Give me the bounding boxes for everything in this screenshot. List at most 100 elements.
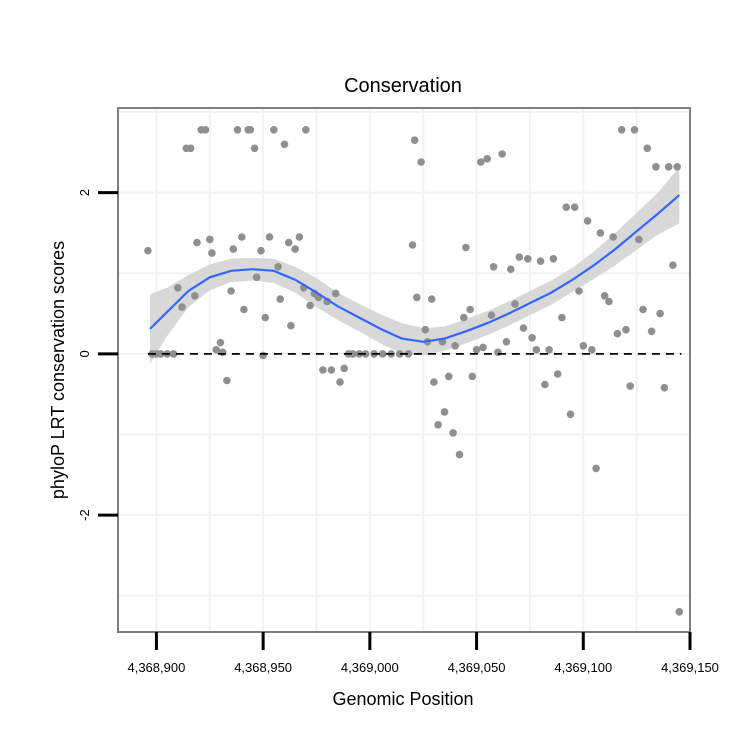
data-point [669, 261, 677, 270]
data-point [240, 305, 248, 314]
data-point [257, 246, 265, 255]
data-point [295, 233, 304, 241]
data-point [252, 273, 261, 282]
data-point [472, 346, 481, 354]
data-point [664, 163, 673, 171]
data-point [193, 238, 201, 247]
x-tick-label: 4,369,100 [554, 660, 612, 675]
data-point [466, 305, 475, 314]
plot-frame [117, 107, 691, 633]
data-point [434, 421, 442, 429]
data-point [536, 257, 545, 266]
data-point [462, 243, 470, 252]
data-point [622, 325, 630, 334]
data-point [647, 327, 656, 336]
confidence-ribbon-layer [150, 166, 680, 364]
data-point [643, 144, 652, 153]
data-point [191, 292, 199, 300]
data-point [566, 410, 575, 419]
x-axis-label: Genomic Position [332, 689, 473, 709]
data-point [451, 342, 460, 350]
data-point [395, 350, 404, 358]
data-point [605, 297, 613, 306]
x-tick-label: 4,368,950 [234, 660, 292, 675]
data-point [506, 265, 515, 274]
y-tick-label: -2 [77, 509, 92, 521]
data-point [460, 313, 468, 322]
smooth-line [149, 194, 681, 343]
data-point [284, 238, 293, 247]
data-point [404, 350, 413, 358]
data-point [449, 429, 457, 437]
data-point [455, 450, 464, 459]
data-point [144, 246, 152, 255]
data-point [579, 342, 588, 350]
data-point [617, 126, 626, 134]
x-tick-label: 4,369,000 [341, 660, 399, 675]
data-point [261, 313, 270, 322]
data-point [613, 329, 622, 338]
data-point [319, 366, 327, 374]
data-point [430, 378, 438, 386]
data-point [609, 233, 617, 241]
data-point [212, 346, 220, 354]
data-point [675, 608, 684, 616]
data-point [511, 300, 519, 308]
data-point [600, 292, 609, 300]
data-point [276, 295, 285, 303]
data-point [519, 324, 528, 332]
data-point [410, 136, 419, 144]
chart-title: Conservation [344, 75, 462, 97]
data-point [524, 254, 532, 263]
data-point [502, 338, 511, 346]
data-point [378, 350, 387, 358]
x-tick-label: 4,369,050 [448, 660, 506, 675]
data-point [562, 203, 570, 211]
data-point [487, 311, 496, 320]
data-point [588, 346, 596, 354]
data-point [259, 351, 267, 360]
data-point [250, 144, 259, 153]
data-point [208, 249, 216, 257]
data-point [541, 380, 549, 389]
data-point [216, 338, 225, 347]
y-axis-ticks: -2 0 2 [77, 189, 118, 521]
data-point [656, 309, 664, 318]
data-point [583, 217, 592, 225]
y-tick-label: 0 [77, 350, 92, 357]
data-point [515, 253, 524, 261]
confidence-ribbon [150, 166, 680, 364]
data-point [238, 233, 246, 241]
data-point [233, 126, 242, 134]
data-point [626, 382, 634, 390]
data-point [596, 229, 605, 237]
data-point [186, 144, 195, 153]
data-point [575, 287, 583, 295]
data-point [477, 158, 485, 166]
data-point [274, 263, 282, 271]
data-point [421, 325, 430, 334]
data-point [639, 305, 647, 314]
data-point [174, 284, 182, 292]
data-point [483, 155, 492, 163]
data-point [331, 289, 340, 298]
data-points-layer [144, 126, 684, 616]
data-point [532, 346, 541, 354]
data-point [545, 346, 553, 354]
data-point [558, 313, 566, 322]
x-axis-ticks: 4,368,900 4,368,950 4,369,000 4,369,050 4,36… [127, 632, 719, 675]
y-axis-label: phyloP LRT conservation scores [48, 241, 68, 499]
data-point [218, 348, 227, 357]
grid-lines [118, 108, 690, 632]
data-point [660, 383, 669, 392]
data-point [570, 203, 579, 211]
data-point [635, 235, 643, 244]
data-point [549, 254, 558, 263]
data-point [673, 163, 681, 171]
data-point [229, 245, 238, 253]
data-point [156, 350, 165, 358]
data-point [280, 140, 289, 149]
data-point [468, 372, 477, 381]
data-point [246, 126, 255, 134]
